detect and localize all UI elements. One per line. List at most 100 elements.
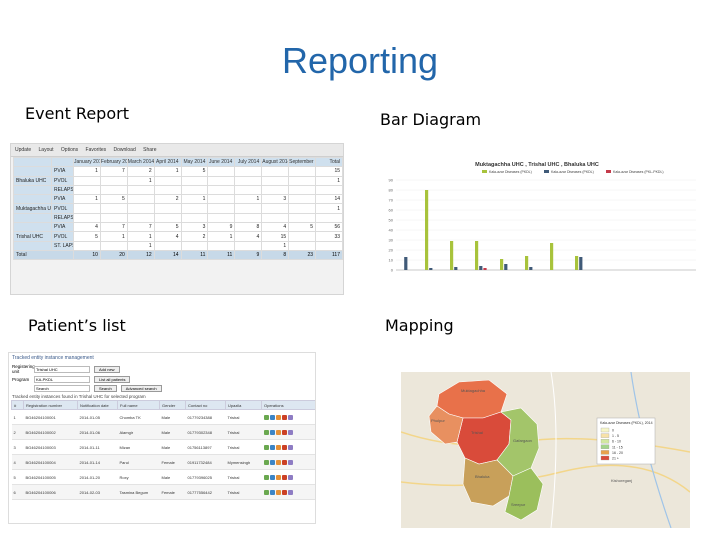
patients-col-header[interactable]: Full name xyxy=(117,400,160,410)
er-cell xyxy=(288,184,317,196)
operations-cell xyxy=(261,484,315,500)
er-cell: 4 xyxy=(153,231,182,242)
patients-col-header[interactable]: Registration number xyxy=(23,400,78,410)
operation-icon[interactable] xyxy=(275,429,281,435)
patients-cell: 01777556442 xyxy=(185,484,226,500)
toolbar-share[interactable]: Share xyxy=(143,147,157,153)
toolbar-download[interactable]: Download xyxy=(113,147,136,153)
operation-icon[interactable] xyxy=(263,474,269,480)
toolbar-options[interactable]: Options xyxy=(60,147,79,153)
operation-icon[interactable] xyxy=(263,414,269,420)
toolbar-update[interactable]: Update xyxy=(15,147,32,153)
search-button[interactable]: Search xyxy=(94,385,117,392)
er-cell xyxy=(288,231,317,242)
table-row[interactable]: 6 BG46204100006 2014-02-03 Tasmina Begum Fem… xyxy=(11,484,315,500)
operation-icon[interactable] xyxy=(275,414,281,420)
table-row[interactable]: 2 BG46204100002 2014-01-06 Alamgir Male 01779… xyxy=(11,424,315,440)
y-tick-label: 70 xyxy=(389,198,394,203)
y-tick-label: 20 xyxy=(389,248,394,253)
operation-icon[interactable] xyxy=(263,429,269,435)
operation-icon[interactable] xyxy=(287,459,293,465)
er-group-label: Bhaluka UHC xyxy=(13,175,52,186)
patients-cell: 6 xyxy=(11,484,24,500)
operation-icon[interactable] xyxy=(275,489,281,495)
register-row: Registering unit Trishal UHC Add new xyxy=(9,363,315,375)
operation-icon[interactable] xyxy=(287,414,293,420)
er-cell: 1 xyxy=(315,175,343,186)
er-cell: 33 xyxy=(315,231,343,242)
operation-icon[interactable] xyxy=(281,444,287,450)
program-label: Program xyxy=(12,377,30,382)
operation-icon[interactable] xyxy=(269,474,275,480)
map-legend-swatch xyxy=(600,455,610,461)
er-cell: 7 xyxy=(126,222,155,233)
er-cell xyxy=(315,184,343,196)
operation-icon[interactable] xyxy=(287,444,293,450)
patients-cell: Male xyxy=(159,409,186,425)
operation-icon[interactable] xyxy=(275,474,281,480)
operation-icon[interactable] xyxy=(281,459,287,465)
operation-icon[interactable] xyxy=(269,489,275,495)
operation-icon[interactable] xyxy=(275,459,281,465)
er-col-header: June 2014 xyxy=(207,156,236,168)
patients-title: Tracked entity instance management xyxy=(12,355,94,361)
program-select[interactable]: KA-PKDL xyxy=(34,376,90,383)
operation-icon[interactable] xyxy=(287,489,293,495)
operation-icon[interactable] xyxy=(263,459,269,465)
patients-col-header[interactable]: Notification date xyxy=(77,400,118,410)
operation-icon[interactable] xyxy=(281,474,287,480)
patients-col-header[interactable]: Upazila xyxy=(225,400,262,410)
patients-cell: Male xyxy=(159,439,186,455)
patients-cell: Roxy xyxy=(117,469,160,485)
table-row[interactable]: 3 BG46204100003 2014-01-11 Mizan Male 0175611… xyxy=(11,439,315,455)
add-new-button[interactable]: Add new xyxy=(94,365,120,373)
list-all-button[interactable]: List all patients xyxy=(94,376,131,383)
operation-icon[interactable] xyxy=(287,429,293,435)
y-tick-label: 80 xyxy=(389,188,394,193)
toolbar-favorites[interactable]: Favorites xyxy=(85,147,107,153)
table-row[interactable]: 1 BG46204100001 2014-01-05 Chomba TK Male 017… xyxy=(11,409,315,425)
operation-icon[interactable] xyxy=(269,429,275,435)
operation-icon[interactable] xyxy=(281,429,287,435)
patients-cell: Trishal xyxy=(225,469,262,485)
mapping-label: Mapping xyxy=(385,316,454,335)
er-cell xyxy=(126,212,155,224)
table-row[interactable]: 4 BG46204100004 2014-01-14 Parul Female 01911… xyxy=(11,454,315,470)
operation-icon[interactable] xyxy=(263,489,269,495)
map-region-sreepur[interactable] xyxy=(504,467,544,521)
er-group-label xyxy=(13,194,52,205)
operation-icon[interactable] xyxy=(269,459,275,465)
operation-icon[interactable] xyxy=(281,489,287,495)
map-legend-swatch xyxy=(600,450,610,455)
er-cell xyxy=(99,240,128,251)
operation-icon[interactable] xyxy=(281,414,287,420)
patients-cell: Mymensingh xyxy=(225,454,262,470)
patients-col-header[interactable]: Contact no xyxy=(185,400,226,410)
er-cell xyxy=(288,175,317,186)
legend-label: Kala-azar Diseases (PKDL) xyxy=(551,170,594,174)
er-cell: 56 xyxy=(315,222,343,233)
toolbar-layout[interactable]: Layout xyxy=(38,147,54,153)
operation-icon[interactable] xyxy=(269,414,275,420)
advanced-search-button[interactable]: Advanced search xyxy=(120,385,162,392)
patients-col-header[interactable]: # xyxy=(11,400,24,410)
patients-cell: BG46204100005 xyxy=(23,469,78,485)
register-field[interactable]: Trishal UHC xyxy=(34,365,90,373)
patients-col-header[interactable]: Operations xyxy=(261,400,315,410)
map-region-phulpur[interactable] xyxy=(428,405,464,445)
operation-icon[interactable] xyxy=(275,444,281,450)
patients-cell: Trishal xyxy=(225,424,262,440)
patients-cell: Tasmina Begum xyxy=(117,484,160,500)
er-cell xyxy=(261,166,290,177)
legend-swatch xyxy=(482,170,487,173)
patients-col-header[interactable]: Gender xyxy=(159,400,186,410)
bar xyxy=(454,267,458,270)
search-input[interactable]: Search xyxy=(34,385,90,392)
operation-icon[interactable] xyxy=(269,444,275,450)
er-total-cell: 10 xyxy=(73,249,101,261)
er-cell: 4 xyxy=(73,222,101,233)
operation-icon[interactable] xyxy=(263,444,269,450)
table-row[interactable]: 5 BG46204100005 2014-01-20 Roxy Male 01779396… xyxy=(11,469,315,485)
er-total-cell: 20 xyxy=(99,249,128,261)
operation-icon[interactable] xyxy=(287,474,293,480)
